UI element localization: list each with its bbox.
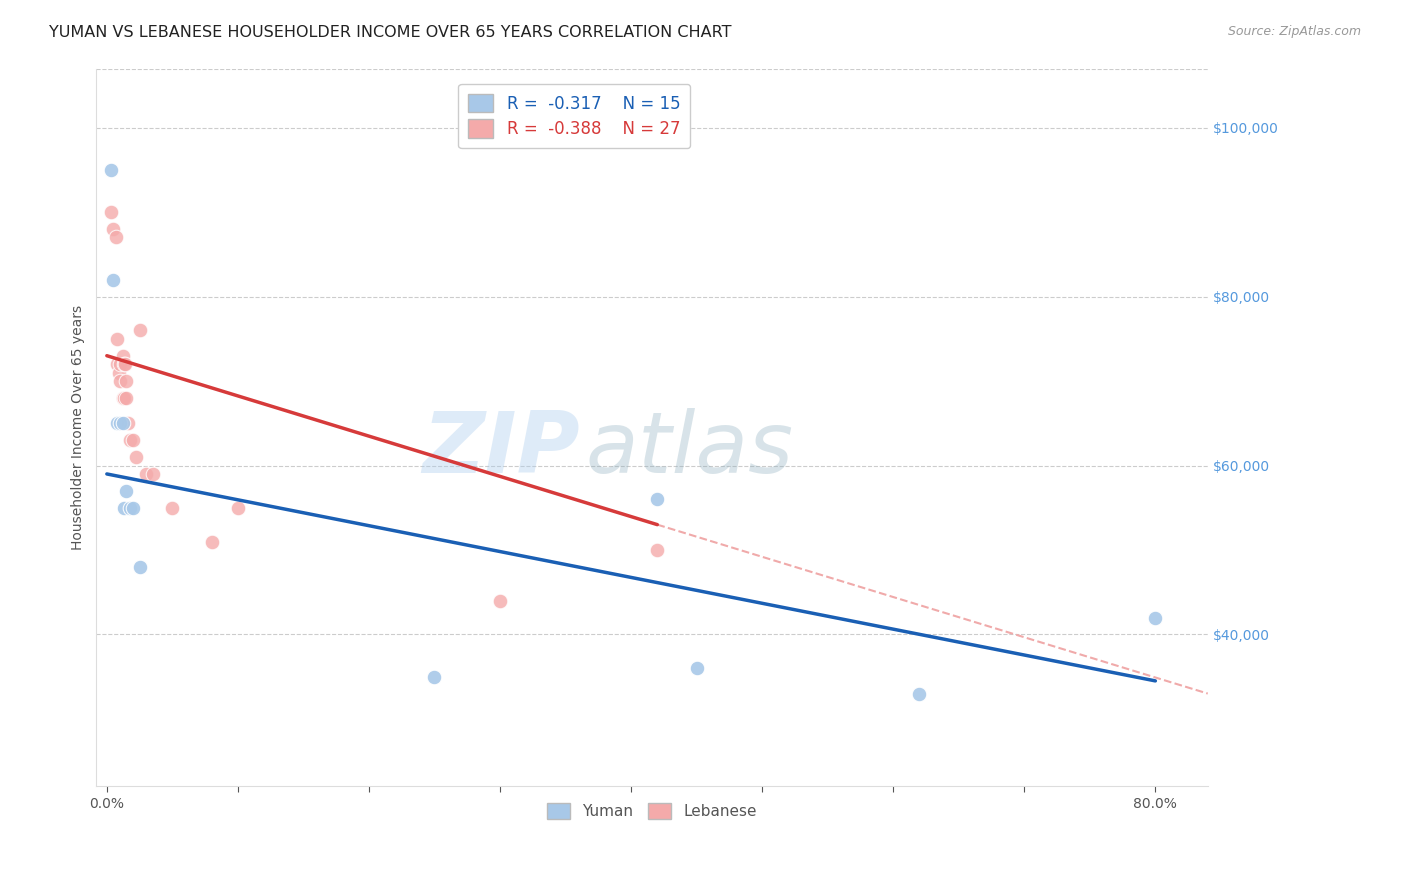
Point xyxy=(647,543,669,558)
Text: YUMAN VS LEBANESE HOUSEHOLDER INCOME OVER 65 YEARS CORRELATION CHART: YUMAN VS LEBANESE HOUSEHOLDER INCOME OVE… xyxy=(49,25,731,40)
Point xyxy=(108,357,131,371)
Point xyxy=(114,357,136,371)
Point xyxy=(124,450,146,464)
Point xyxy=(120,433,142,447)
Point xyxy=(100,162,122,177)
Point xyxy=(103,273,125,287)
Point xyxy=(128,323,150,337)
Text: Source: ZipAtlas.com: Source: ZipAtlas.com xyxy=(1227,25,1361,38)
Text: ZIP: ZIP xyxy=(422,408,579,491)
Point xyxy=(112,357,135,371)
Point xyxy=(100,205,122,219)
Point xyxy=(105,230,128,244)
Point xyxy=(1144,610,1167,624)
Point xyxy=(685,661,707,675)
Point xyxy=(117,417,139,431)
Point xyxy=(103,222,125,236)
Point xyxy=(120,500,142,515)
Point xyxy=(908,687,931,701)
Point xyxy=(111,391,134,405)
Point xyxy=(201,534,224,549)
Point xyxy=(111,417,134,431)
Point xyxy=(423,670,446,684)
Y-axis label: Householder Income Over 65 years: Householder Income Over 65 years xyxy=(72,305,86,550)
Point xyxy=(115,374,138,388)
Point xyxy=(226,500,249,515)
Point xyxy=(162,500,184,515)
Point xyxy=(115,391,138,405)
Point xyxy=(122,433,145,447)
Point xyxy=(105,417,128,431)
Point xyxy=(111,349,134,363)
Point xyxy=(105,357,128,371)
Point xyxy=(112,500,135,515)
Text: atlas: atlas xyxy=(585,408,793,491)
Point xyxy=(107,366,129,380)
Point xyxy=(108,374,131,388)
Point xyxy=(122,500,145,515)
Point xyxy=(112,391,135,405)
Legend: Yuman, Lebanese: Yuman, Lebanese xyxy=(541,797,763,825)
Point xyxy=(489,593,512,607)
Point xyxy=(108,417,131,431)
Point xyxy=(105,332,128,346)
Point xyxy=(647,492,669,507)
Point xyxy=(142,467,165,481)
Point xyxy=(135,467,157,481)
Point xyxy=(128,559,150,574)
Point xyxy=(115,483,138,498)
